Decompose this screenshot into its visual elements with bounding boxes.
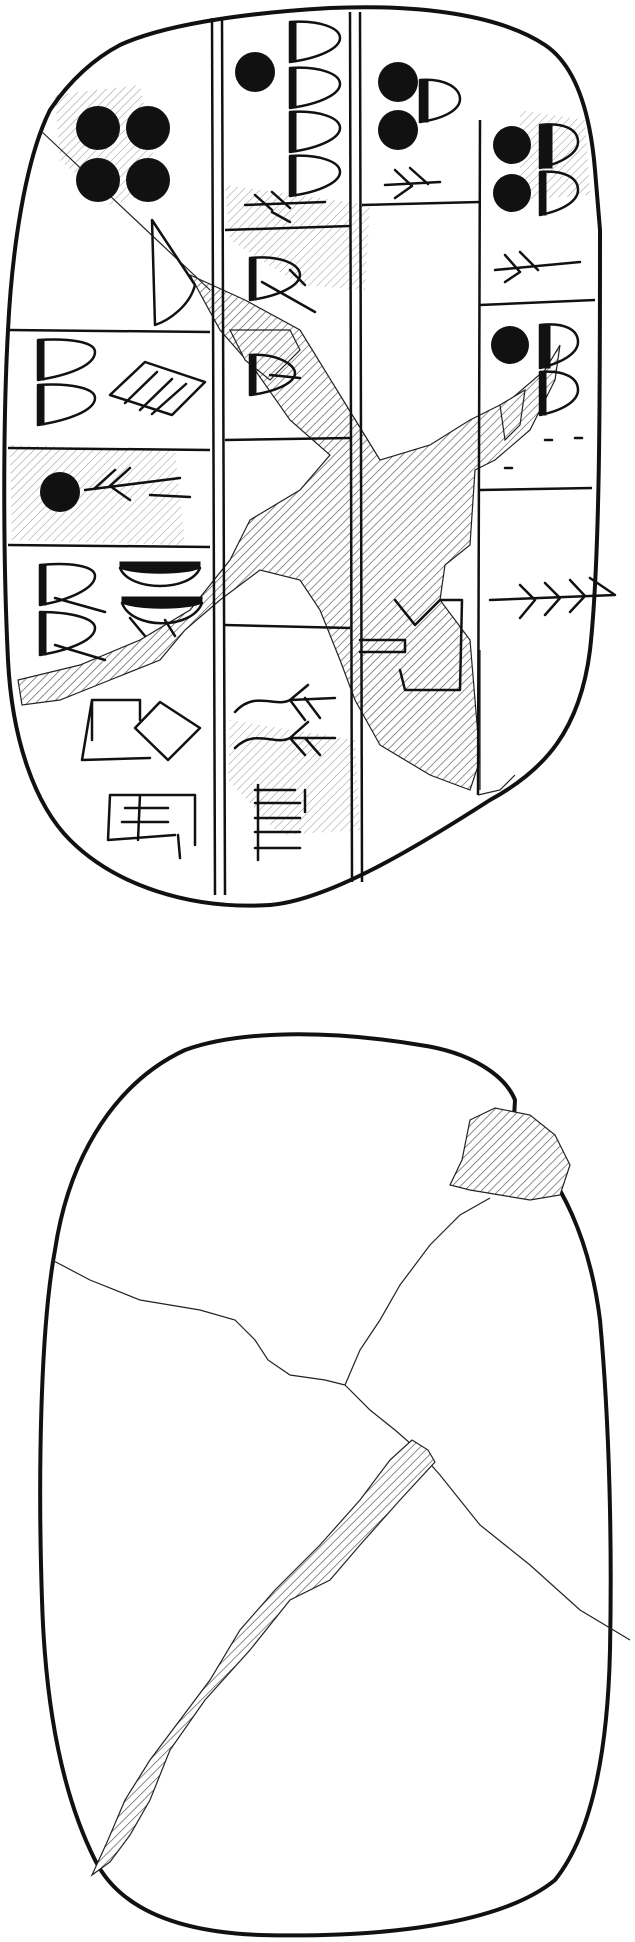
wedge-sign xyxy=(38,562,107,614)
tree-sign xyxy=(233,683,337,757)
box-sign xyxy=(393,598,464,692)
column-2-signs xyxy=(233,20,342,862)
column-4-signs xyxy=(488,123,617,620)
wedge-sign xyxy=(36,338,97,382)
wedge-sign xyxy=(38,610,107,662)
wedge-sign xyxy=(538,323,580,370)
column-rulings xyxy=(210,11,482,896)
column-3-signs xyxy=(358,62,464,692)
reverse-cracks xyxy=(51,1197,631,1641)
tree-sign xyxy=(243,190,327,224)
numeral-circle xyxy=(76,106,120,150)
reverse-face xyxy=(38,1032,631,1938)
wedge-sign xyxy=(36,383,97,427)
numeral-circle xyxy=(378,62,418,102)
wedge-sign xyxy=(288,20,342,64)
numeral-circle xyxy=(378,110,418,150)
grid-sign xyxy=(106,793,197,860)
wedge-sign xyxy=(248,353,302,397)
numeral-circle xyxy=(126,158,170,202)
wedge-sign xyxy=(150,218,197,327)
wedge-sign xyxy=(288,66,342,110)
tree-sign xyxy=(493,250,582,284)
wedge-sign xyxy=(288,154,342,198)
obverse-outline xyxy=(2,5,602,908)
diagonal-crack-damage xyxy=(90,1439,436,1877)
wedge-sign xyxy=(288,110,342,154)
column-1-signs xyxy=(36,106,207,860)
lines-sign xyxy=(253,783,307,862)
tree-sign xyxy=(383,166,442,200)
wedge-sign xyxy=(418,78,462,124)
reverse-outline xyxy=(38,1032,613,1938)
numeral-circle xyxy=(493,174,531,212)
wedge-sign xyxy=(538,123,580,170)
numeral-circle xyxy=(76,158,120,202)
wedge-sign xyxy=(248,256,317,314)
numeral-circle xyxy=(493,126,531,164)
wedge-sign xyxy=(538,370,580,417)
diamond-sign xyxy=(133,700,202,762)
numeral-circle xyxy=(491,326,529,364)
arrow-tree-sign xyxy=(488,576,617,620)
chip-damage xyxy=(449,1107,571,1201)
grid-sign xyxy=(108,360,207,417)
wedge-sign xyxy=(538,170,580,217)
tree-sign xyxy=(83,466,192,502)
bracket-sign xyxy=(80,698,152,762)
obverse-face xyxy=(2,5,617,908)
crack-line xyxy=(477,650,516,796)
numeral-circle xyxy=(126,106,170,150)
numeral-circle xyxy=(40,472,80,512)
numeral-circle xyxy=(235,52,275,92)
bowl-sign xyxy=(118,566,202,588)
